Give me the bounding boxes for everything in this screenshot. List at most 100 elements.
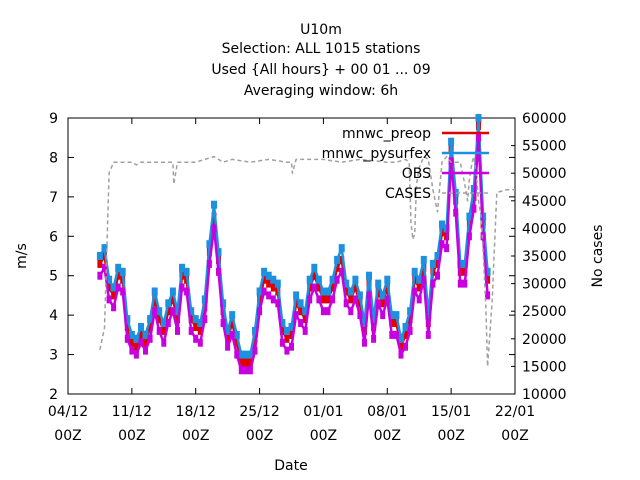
data-point [156,315,162,324]
data-point [402,323,409,331]
data-point [188,315,194,324]
data-point [434,252,441,260]
data-point [311,271,317,280]
data-point [411,267,418,276]
data-point [393,311,400,320]
x-tick-date: 01/01 [303,404,343,420]
x-tick-hour: 00Z [246,428,273,444]
y2-tick-label: 30000 [522,277,567,293]
data-point [138,323,144,331]
data-point [265,271,272,280]
data-point [485,291,491,300]
data-point [247,350,254,359]
data-point [279,338,285,347]
data-point [266,291,272,300]
data-point [133,350,139,359]
data-point [302,307,309,316]
data-point [184,287,190,296]
x-tick-hour: 00Z [374,428,401,444]
data-point [343,287,349,296]
data-point [356,291,363,300]
data-point [306,275,313,284]
data-point [461,259,468,268]
data-point [97,259,103,268]
data-point [384,275,391,284]
data-point [289,342,294,351]
data-point [124,334,130,343]
data-point [211,224,217,233]
data-point [420,255,427,264]
data-point [188,326,194,335]
y2-tick-label: 55000 [522,139,567,155]
data-point [457,279,463,288]
series-layer [96,114,515,375]
data-point [334,275,340,284]
data-point [238,350,245,359]
data-point [412,287,418,296]
data-point [453,208,459,217]
data-point [366,291,372,300]
data-point [466,212,473,221]
data-point [398,350,404,359]
y-tick-label: 5 [49,269,58,285]
data-point [224,326,231,335]
data-point [343,299,349,308]
data-point [129,346,135,355]
data-point [270,283,276,292]
data-point [457,259,464,268]
data-point [297,299,304,308]
data-point [270,295,276,304]
y-tick-label: 8 [49,150,58,166]
data-point [284,346,290,355]
legend: mnwc_preop mnwc_pysurfex OBS CASES [322,126,489,202]
data-point [421,275,427,284]
data-point [106,295,112,304]
data-point [439,240,445,249]
data-point [193,334,199,343]
data-point [147,315,154,324]
data-point [425,330,431,339]
title-line-4: Averaging window: 6h [244,83,398,99]
data-point [225,342,231,351]
data-point [407,326,413,335]
x-tick-date: 18/12 [176,404,216,420]
data-point [110,283,117,292]
data-point [152,307,158,316]
data-point [115,263,122,272]
data-point [361,319,368,327]
data-point [347,287,354,296]
data-point [480,232,486,241]
data-point [371,334,377,343]
data-point [379,291,386,300]
data-point [289,330,294,339]
title-line-1: U10m [300,22,342,38]
data-point [375,299,381,308]
data-point [416,283,422,292]
data-point [338,244,345,253]
data-point [152,295,158,304]
data-point [462,279,468,288]
data-point [403,330,408,339]
data-point [329,275,336,284]
data-point [97,271,103,280]
data-point [216,267,221,276]
data-point [339,255,345,264]
y2-tick-label: 50000 [522,166,567,182]
data-point [256,287,263,296]
data-point [165,319,171,327]
data-point [429,259,436,268]
data-point [388,311,395,320]
data-point [348,307,354,316]
data-point [284,334,290,343]
y2-tick-label: 15000 [522,359,567,375]
y2-tick-label: 35000 [522,249,567,265]
data-point [348,295,354,304]
data-point [252,334,258,343]
data-point [334,263,340,272]
data-point [311,283,317,292]
data-point [471,204,477,213]
y2-axis-label: No cases [590,225,606,288]
data-point [229,330,235,339]
data-point [197,319,204,327]
data-point [311,263,318,272]
